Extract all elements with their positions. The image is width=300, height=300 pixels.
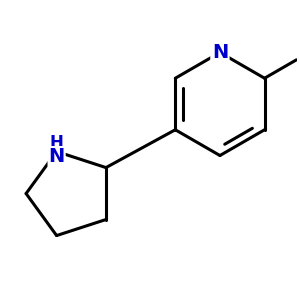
Text: N: N — [212, 43, 228, 62]
Text: H: H — [50, 134, 64, 152]
Text: N: N — [49, 147, 65, 166]
